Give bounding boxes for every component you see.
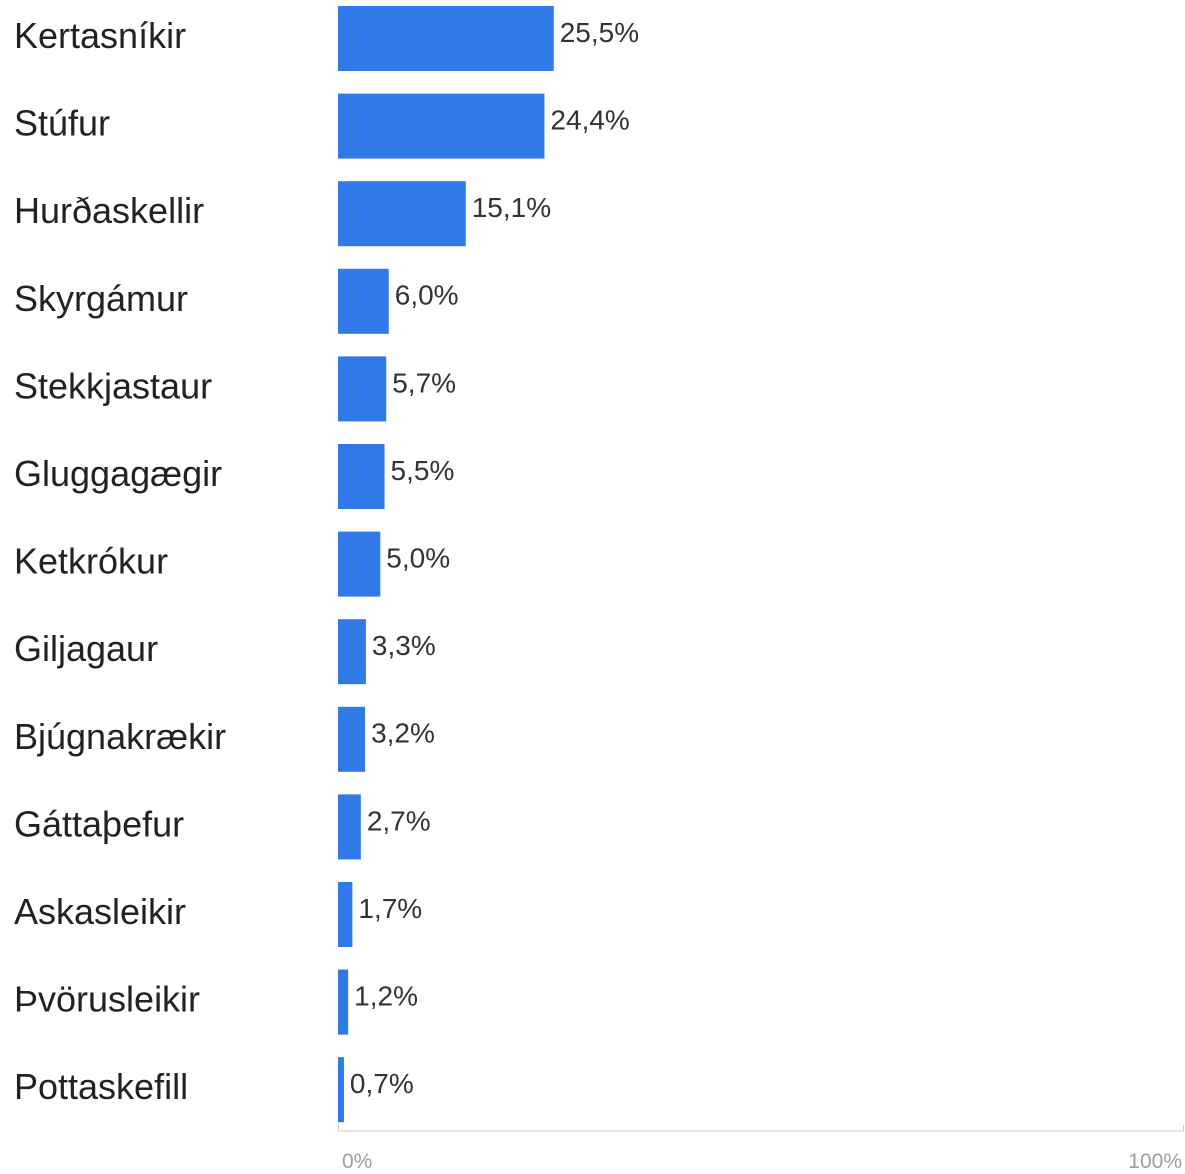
bar xyxy=(338,356,387,422)
category-label: Bjúgnakrækir xyxy=(14,716,226,757)
data-label: 3,2% xyxy=(371,718,435,749)
bar xyxy=(338,531,381,597)
category-label: Þvörusleikir xyxy=(14,979,200,1020)
data-label: 0,7% xyxy=(350,1068,414,1099)
category-label: Hurðaskellir xyxy=(14,190,204,231)
bars-layer xyxy=(338,6,554,1123)
data-label: 3,3% xyxy=(372,630,436,661)
x-tick-label-start: 0% xyxy=(342,1150,372,1173)
x-tick-label-end: 100% xyxy=(1128,1150,1182,1173)
bar xyxy=(338,882,353,947)
bar xyxy=(338,6,554,71)
category-label: Gáttaþefur xyxy=(14,803,184,844)
bar xyxy=(338,93,545,159)
bar xyxy=(338,181,466,247)
category-label: Gluggagægir xyxy=(14,453,222,494)
x-axis: 0% 100% xyxy=(338,1125,1184,1173)
category-label: Ketkrókur xyxy=(14,541,168,582)
category-label: Stekkjastaur xyxy=(14,365,212,406)
data-label: 2,7% xyxy=(367,805,431,836)
category-label: Giljagaur xyxy=(14,628,158,669)
category-labels: Kertasníkir Stúfur Hurðaskellir Skyrgámur St… xyxy=(14,15,226,1107)
bar xyxy=(338,619,366,685)
data-label: 15,1% xyxy=(472,192,551,223)
data-label: 5,7% xyxy=(392,367,456,398)
data-label: 6,0% xyxy=(395,280,459,311)
category-label: Askasleikir xyxy=(14,891,186,932)
value-labels: 25,5% 24,4% 15,1% 6,0% 5,7% 5,5% 5,0% 3,3% 3,2% 2… xyxy=(350,17,639,1099)
data-label: 24,4% xyxy=(550,104,629,135)
category-label: Stúfur xyxy=(14,103,110,144)
bar xyxy=(338,444,385,509)
bar xyxy=(338,969,349,1035)
bar xyxy=(338,794,361,860)
category-label: Kertasníkir xyxy=(14,15,186,56)
bar xyxy=(338,268,389,334)
data-label: 1,2% xyxy=(354,980,418,1011)
data-label: 1,7% xyxy=(358,893,422,924)
bar xyxy=(338,706,366,772)
category-label: Pottaskefill xyxy=(14,1066,188,1107)
data-label: 5,5% xyxy=(391,455,455,486)
data-label: 25,5% xyxy=(560,17,639,48)
category-label: Skyrgámur xyxy=(14,278,188,319)
bar xyxy=(338,1057,344,1123)
data-label: 5,0% xyxy=(386,542,450,573)
